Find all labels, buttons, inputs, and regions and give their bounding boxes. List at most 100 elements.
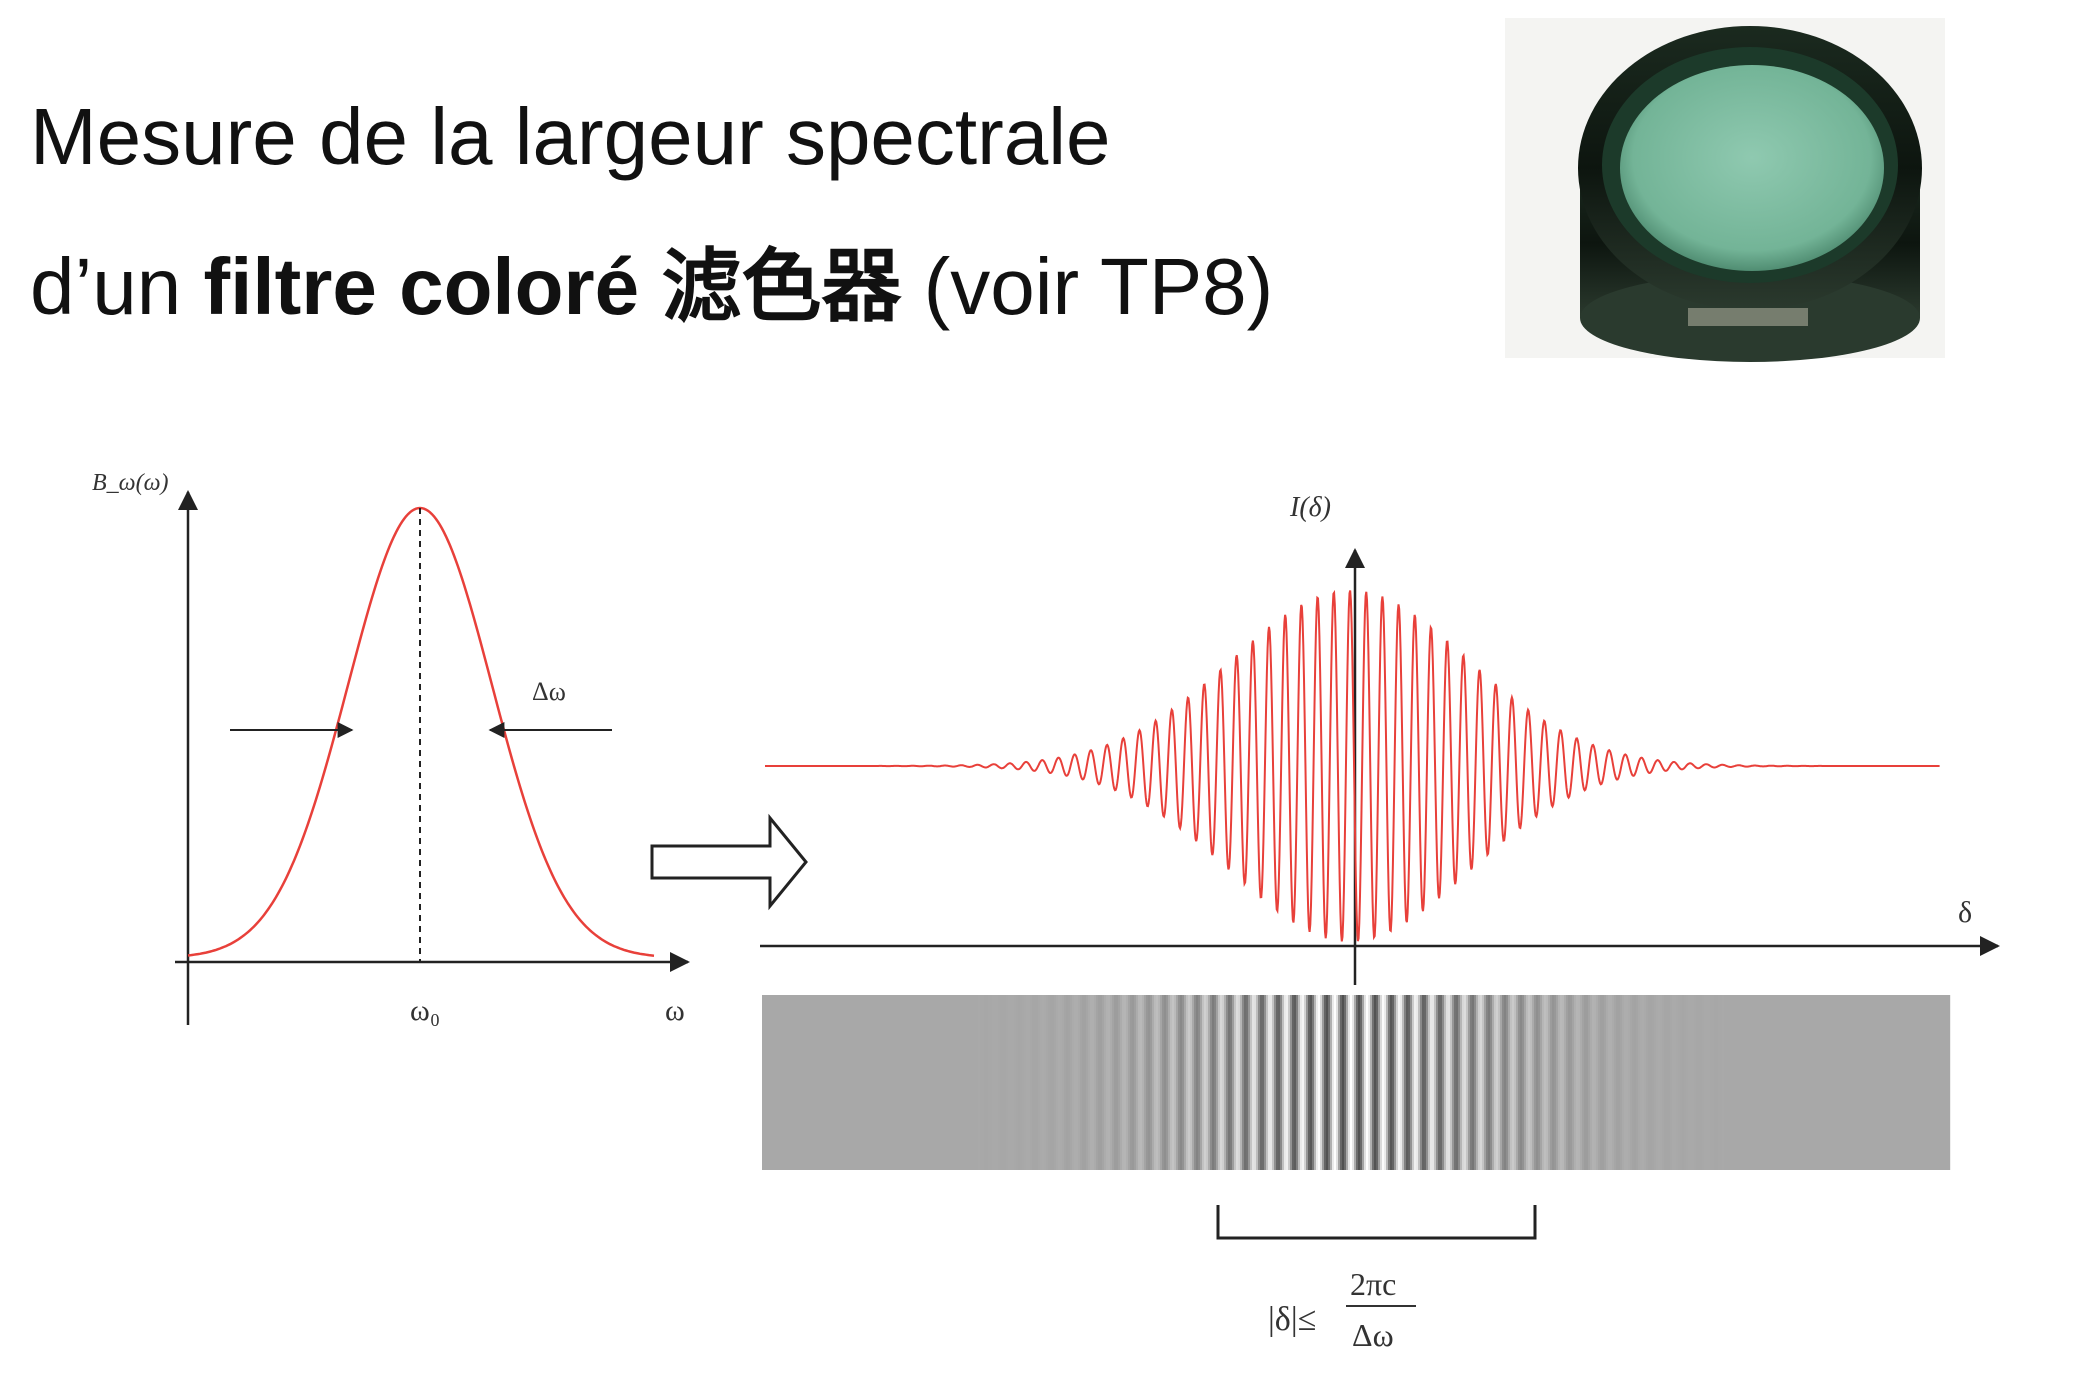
fringe-strip	[1450, 995, 1453, 1170]
fringe-strip	[1524, 995, 1527, 1170]
fringe-strip	[1320, 995, 1323, 1170]
fringe-strip	[832, 995, 835, 1170]
fringe-strip	[1502, 995, 1505, 1170]
fringe-strip	[1398, 995, 1401, 1170]
fringe-strip	[936, 995, 939, 1170]
fringe-strip	[1594, 995, 1597, 1170]
fringe-strip	[1876, 995, 1879, 1170]
fringe-strip	[1846, 995, 1849, 1170]
fringe-strip	[890, 995, 893, 1170]
fringe-strip	[1786, 995, 1789, 1170]
fringe-strip	[786, 995, 789, 1170]
fringe-strip	[1212, 995, 1215, 1170]
fringe-strip	[1506, 995, 1509, 1170]
fringe-strip	[1534, 995, 1537, 1170]
title-bold: filtre coloré	[203, 242, 640, 331]
fringe-strip	[1288, 995, 1291, 1170]
fringe-strip	[958, 995, 961, 1170]
fringe-strip	[1756, 995, 1759, 1170]
fringe-strip	[1636, 995, 1639, 1170]
fringe-strip	[1424, 995, 1427, 1170]
fringe-strip	[1886, 995, 1889, 1170]
fringe-strip	[1012, 995, 1015, 1170]
fringe-strip	[820, 995, 823, 1170]
fringe-strip	[1162, 995, 1165, 1170]
fringe-strip	[1808, 995, 1811, 1170]
fringe-strip	[1812, 995, 1815, 1170]
fringe-strip	[1310, 995, 1313, 1170]
fringe-strip	[772, 995, 775, 1170]
fringe-strip	[1918, 995, 1921, 1170]
fringe-strip	[1888, 995, 1891, 1170]
fringe-strip	[1208, 995, 1211, 1170]
fringe-strip	[1722, 995, 1725, 1170]
fringe-strip	[1242, 995, 1245, 1170]
fringe-strip	[1358, 995, 1361, 1170]
fringe-strip	[882, 995, 885, 1170]
fringe-strip	[1570, 995, 1573, 1170]
fringe-strip	[908, 995, 911, 1170]
fringe-strip	[1656, 995, 1659, 1170]
fringe-strip	[846, 995, 849, 1170]
fringe-strip	[866, 995, 869, 1170]
transform-arrow-icon	[650, 813, 808, 911]
fringe-strip	[1770, 995, 1773, 1170]
fringe-strip	[1490, 995, 1493, 1170]
fringe-strip	[944, 995, 947, 1170]
fringe-strip	[1474, 995, 1477, 1170]
fringe-strip	[1182, 995, 1185, 1170]
fringe-strip	[1652, 995, 1655, 1170]
fringe-strip	[952, 995, 955, 1170]
fringe-strip	[1468, 995, 1471, 1170]
fringe-strip	[1272, 995, 1275, 1170]
fringe-strip	[1520, 995, 1523, 1170]
bracket-denominator: Δω	[1352, 1317, 1394, 1353]
fringe-strip	[942, 995, 945, 1170]
fringe-strip	[1612, 995, 1615, 1170]
fringe-strip	[1598, 995, 1601, 1170]
fringe-strip	[1932, 995, 1935, 1170]
fringe-strip	[1842, 995, 1845, 1170]
fringe-strip	[1766, 995, 1769, 1170]
fringe-strip	[1746, 995, 1749, 1170]
fringe-strip	[870, 995, 873, 1170]
fringe-strip	[1262, 995, 1265, 1170]
fringe-strip	[1804, 995, 1807, 1170]
fringe-strip	[1066, 995, 1069, 1170]
fringe-strip	[848, 995, 851, 1170]
fringe-strip	[1684, 995, 1687, 1170]
fringe-strip	[1124, 995, 1127, 1170]
fringe-strip	[1102, 995, 1105, 1170]
fringe-strip	[1558, 995, 1561, 1170]
fringe-strip	[782, 995, 785, 1170]
fringe-strip	[1568, 995, 1571, 1170]
fringe-strip	[1710, 995, 1713, 1170]
fringe-strip	[1282, 995, 1285, 1170]
fringe-strip	[1108, 995, 1111, 1170]
fringe-strip	[1700, 995, 1703, 1170]
fringe-strip	[804, 995, 807, 1170]
fringe-strip	[1840, 995, 1843, 1170]
fringe-strip	[1292, 995, 1295, 1170]
fringe-strip	[1826, 995, 1829, 1170]
fringe-strip	[1744, 995, 1747, 1170]
fringe-strip	[1556, 995, 1559, 1170]
fringe-strip	[1024, 995, 1027, 1170]
fringe-strip	[1294, 995, 1297, 1170]
fringe-strip	[1036, 995, 1039, 1170]
fringe-strip	[992, 995, 995, 1170]
fringe-strip	[1396, 995, 1399, 1170]
fringe-strip	[1666, 995, 1669, 1170]
fringe-strip	[962, 995, 965, 1170]
fringe-strip	[1166, 995, 1169, 1170]
fringe-strip	[928, 995, 931, 1170]
fringe-strip	[1118, 995, 1121, 1170]
fringe-strip	[1576, 995, 1579, 1170]
fringe-strip	[1244, 995, 1247, 1170]
fringe-strip	[1278, 995, 1281, 1170]
fringe-strip	[1788, 995, 1791, 1170]
fringe-strip	[1256, 995, 1259, 1170]
fringe-strip	[1516, 995, 1519, 1170]
fringe-strip	[1042, 995, 1045, 1170]
fringe-strip	[828, 995, 831, 1170]
